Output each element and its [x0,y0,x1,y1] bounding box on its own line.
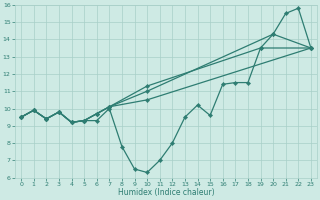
X-axis label: Humidex (Indice chaleur): Humidex (Indice chaleur) [118,188,214,197]
